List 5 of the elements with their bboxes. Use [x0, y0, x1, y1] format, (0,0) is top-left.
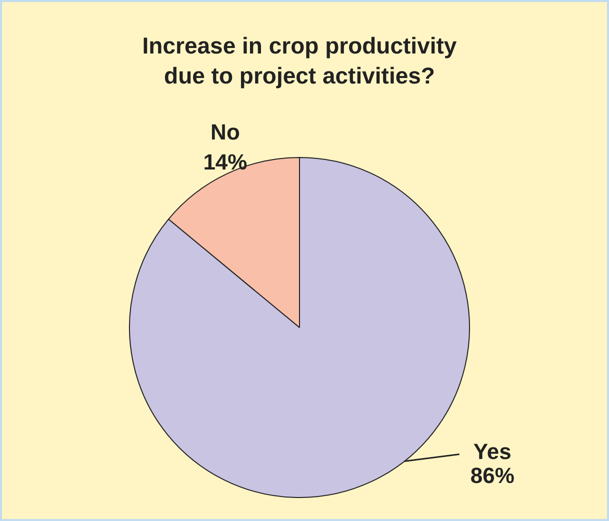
chart-title: Increase in crop productivity due to project activities?	[142, 32, 457, 88]
slice-label: No	[210, 120, 240, 144]
slice-label: Yes	[473, 438, 512, 464]
data-label: 14%	[203, 150, 248, 174]
data-label: 86%	[470, 462, 514, 488]
